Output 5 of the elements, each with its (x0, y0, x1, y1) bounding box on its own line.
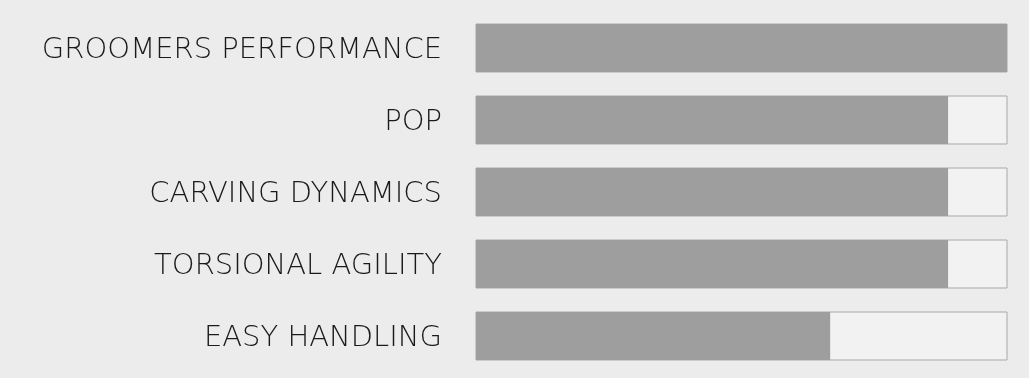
y-tick-label: EASY HANDLING (203, 319, 442, 353)
y-tick-label: GROOMERS PERFORMANCE (41, 31, 442, 65)
y-tick-label: CARVING DYNAMICS (149, 175, 442, 209)
y-tick-label: TORSIONAL AGILITY (154, 247, 443, 281)
y-tick-label: POP (384, 103, 442, 137)
